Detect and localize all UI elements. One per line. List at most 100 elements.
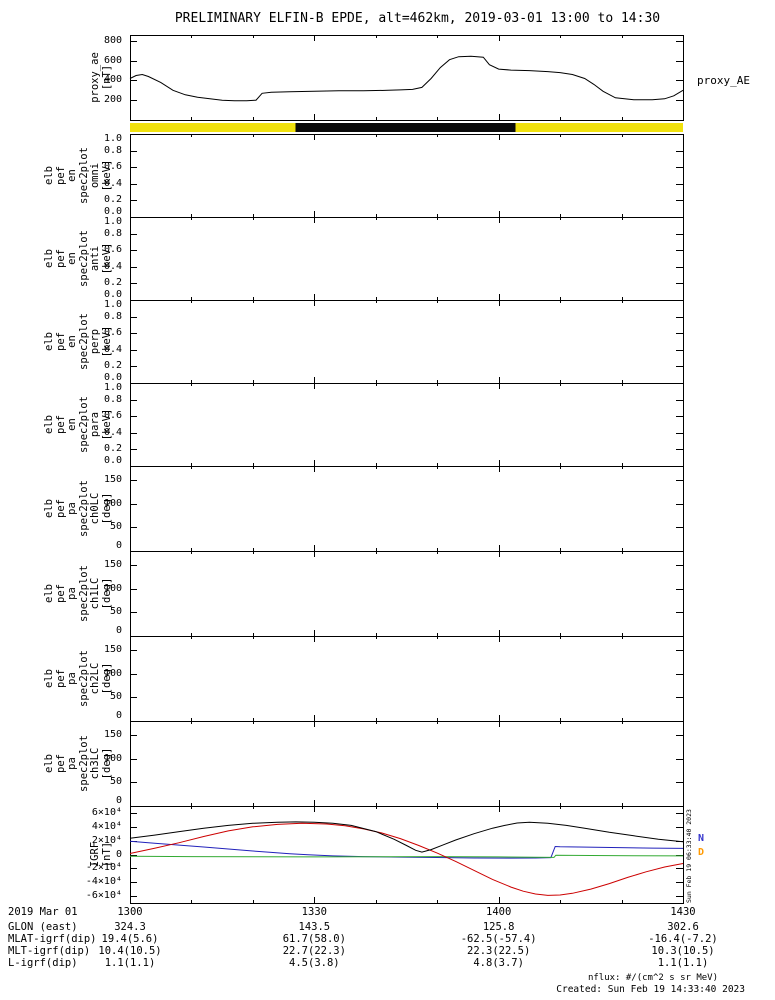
igrf-legend-D: D	[698, 847, 705, 858]
annotation-row-3-cell: 4.8(3.7)	[473, 957, 524, 969]
y-tick-label: 100	[103, 582, 122, 594]
y-tick-label: 0.2	[103, 194, 122, 206]
y-tick-label: 400	[103, 74, 122, 86]
y-tick-label: 0	[115, 625, 122, 636]
y-tick-label: 4×10⁴	[91, 820, 122, 832]
panel-ylabel-elb_pef_en_spec2plot_anti: elb pef en spec2plot anti [keV]	[43, 230, 113, 287]
y-tick-label: 50	[109, 606, 122, 618]
annotation-row-1-cell: 19.4(5.6)	[101, 933, 159, 945]
annotation-row-2-cell: 22.3(22.5)	[467, 945, 531, 957]
y-tick-label: 50	[109, 776, 122, 788]
y-tick-label: 0	[115, 795, 122, 806]
annotation-row-0-label: GLON (east)	[8, 921, 78, 933]
y-tick-label: 0.6	[103, 410, 122, 422]
annotation-row-3-cell: 4.5(3.8)	[289, 957, 340, 969]
created-timestamp: Created: Sun Feb 19 14:33:40 2023	[556, 984, 745, 995]
annotation-row-0-cell: 324.3	[114, 921, 146, 933]
proxy-ae-right-label: proxy_AE	[697, 74, 750, 87]
y-tick-label: 0.8	[103, 310, 122, 322]
annotation-row-2-cell: 10.4(10.5)	[98, 945, 162, 957]
y-tick-label: 0.0	[103, 455, 122, 466]
y-tick-label: 150	[103, 559, 122, 571]
igrf-legend-N: N	[698, 833, 705, 844]
y-tick-label: 150	[103, 644, 122, 656]
series-line-blue	[129, 840, 684, 859]
y-tick-label: 0.6	[103, 161, 122, 173]
y-tick-label: 6×10⁴	[91, 806, 122, 818]
y-tick-label: 0	[115, 710, 122, 721]
y-tick-label: 150	[103, 729, 122, 741]
y-tick-label: 1.0	[103, 133, 122, 144]
y-tick-label: 0.0	[103, 372, 122, 383]
time-axis-cell: 1400	[486, 906, 512, 918]
y-tick-label: 50	[109, 691, 122, 703]
y-tick-label: 0.8	[103, 227, 122, 239]
y-tick-label: 0	[115, 848, 122, 860]
y-tick-label: 1.0	[103, 382, 122, 393]
y-tick-label: 0.4	[103, 177, 122, 189]
panel-ylabel-proxy_ae: proxy_ae [nT]	[89, 52, 113, 103]
y-tick-label: 200	[103, 94, 122, 106]
y-tick-label: -4×10⁴	[85, 876, 122, 888]
annotation-row-2-cell: 10.3(10.5)	[651, 945, 715, 957]
annotation-row-0-cell: 125.8	[482, 921, 515, 933]
annotation-row-1-label: MLAT-igrf(dip)	[8, 933, 97, 945]
y-tick-label: 600	[103, 54, 122, 66]
annotation-row-1-cell: 61.7(58.0)	[282, 933, 346, 945]
y-tick-label: 2×10⁴	[91, 834, 122, 846]
panel-ylabel-elb_pef_pa_spec2plot_ch1LC: elb pef pa spec2plot ch1LC [deg]	[43, 565, 113, 622]
creation-watermark-vertical: Sun Feb 19 06:33:40 2023	[685, 806, 695, 903]
y-tick-label: 0	[115, 540, 122, 551]
annotation-row-0-cell: 302.6	[667, 921, 699, 933]
nflux-units-note: nflux: #/(cm^2 s sr MeV)	[587, 973, 718, 983]
series-line-red	[129, 822, 684, 896]
y-tick-label: 0.2	[103, 277, 122, 289]
series-proxy_AE	[129, 55, 684, 102]
availability-bar-segment	[295, 123, 516, 132]
y-tick-label: 0.6	[103, 244, 122, 256]
panel-ylabel-elb_pef_en_spec2plot_para: elb pef en spec2plot para [keV]	[43, 396, 113, 453]
time-axis-cell: 1300	[117, 906, 143, 918]
y-tick-label: 0.8	[103, 393, 122, 405]
annotation-row-3-cell: 1.1(1.1)	[104, 957, 156, 969]
annotation-row-2-cell: 22.7(22.3)	[282, 945, 346, 957]
panel-ylabel-igrf: IGRF [nT]	[89, 841, 113, 868]
series-line-black	[129, 821, 684, 853]
y-tick-label: 1.0	[103, 299, 122, 310]
panel-ylabel-elb_pef_pa_spec2plot_ch3LC: elb pef pa spec2plot ch3LC [deg]	[43, 735, 113, 792]
time-axis-cell: 1430	[670, 906, 696, 918]
panel-ylabel-elb_pef_pa_spec2plot_ch0LC: elb pef pa spec2plot ch0LC [deg]	[43, 480, 113, 537]
plot-title: PRELIMINARY ELFIN-B EPDE, alt=462km, 201…	[174, 11, 661, 26]
y-tick-label: 0.4	[103, 426, 122, 438]
y-tick-label: 150	[103, 474, 122, 486]
y-tick-label: 800	[103, 34, 122, 46]
panel-ylabel-elb_pef_en_spec2plot_omni: elb pef en spec2plot omni [keV]	[43, 147, 113, 204]
y-tick-label: -6×10⁴	[85, 890, 122, 902]
y-tick-label: -2×10⁴	[85, 862, 122, 874]
y-tick-label: 1.0	[103, 216, 122, 227]
y-tick-label: 0.4	[103, 260, 122, 272]
time-axis-cell: 1330	[301, 906, 327, 918]
watermark-text: Sun Feb 19 06:33:40 2023	[685, 809, 693, 903]
annotation-row-3-label: L-igrf(dip)	[8, 957, 78, 969]
annotation-row-1-cell: -62.5(-57.4)	[460, 933, 537, 945]
annotation-row-0-cell: 143.5	[298, 921, 331, 933]
y-tick-label: 0.0	[103, 206, 122, 217]
annotation-row-3-cell: 1.1(1.1)	[657, 957, 709, 969]
y-tick-label: 100	[103, 752, 122, 764]
panel-ylabel-elb_pef_pa_spec2plot_ch2LC: elb pef pa spec2plot ch2LC [deg]	[43, 650, 113, 707]
series-line-green	[129, 854, 684, 858]
y-tick-label: 100	[103, 667, 122, 679]
panel-ylabel-elb_pef_en_spec2plot_perp: elb pef en spec2plot perp [keV]	[43, 313, 113, 370]
y-tick-label: 0.8	[103, 144, 122, 156]
y-tick-label: 0.6	[103, 327, 122, 339]
annotation-row-1-cell: -16.4(-7.2)	[648, 933, 718, 945]
time-axis-label: 2019 Mar 01	[8, 906, 78, 918]
y-tick-label: 50	[109, 521, 122, 533]
annotation-row-2-label: MLT-igrf(dip)	[8, 945, 91, 957]
y-tick-label: 0.4	[103, 343, 122, 355]
y-tick-label: 0.0	[103, 289, 122, 300]
y-tick-label: 100	[103, 497, 122, 509]
